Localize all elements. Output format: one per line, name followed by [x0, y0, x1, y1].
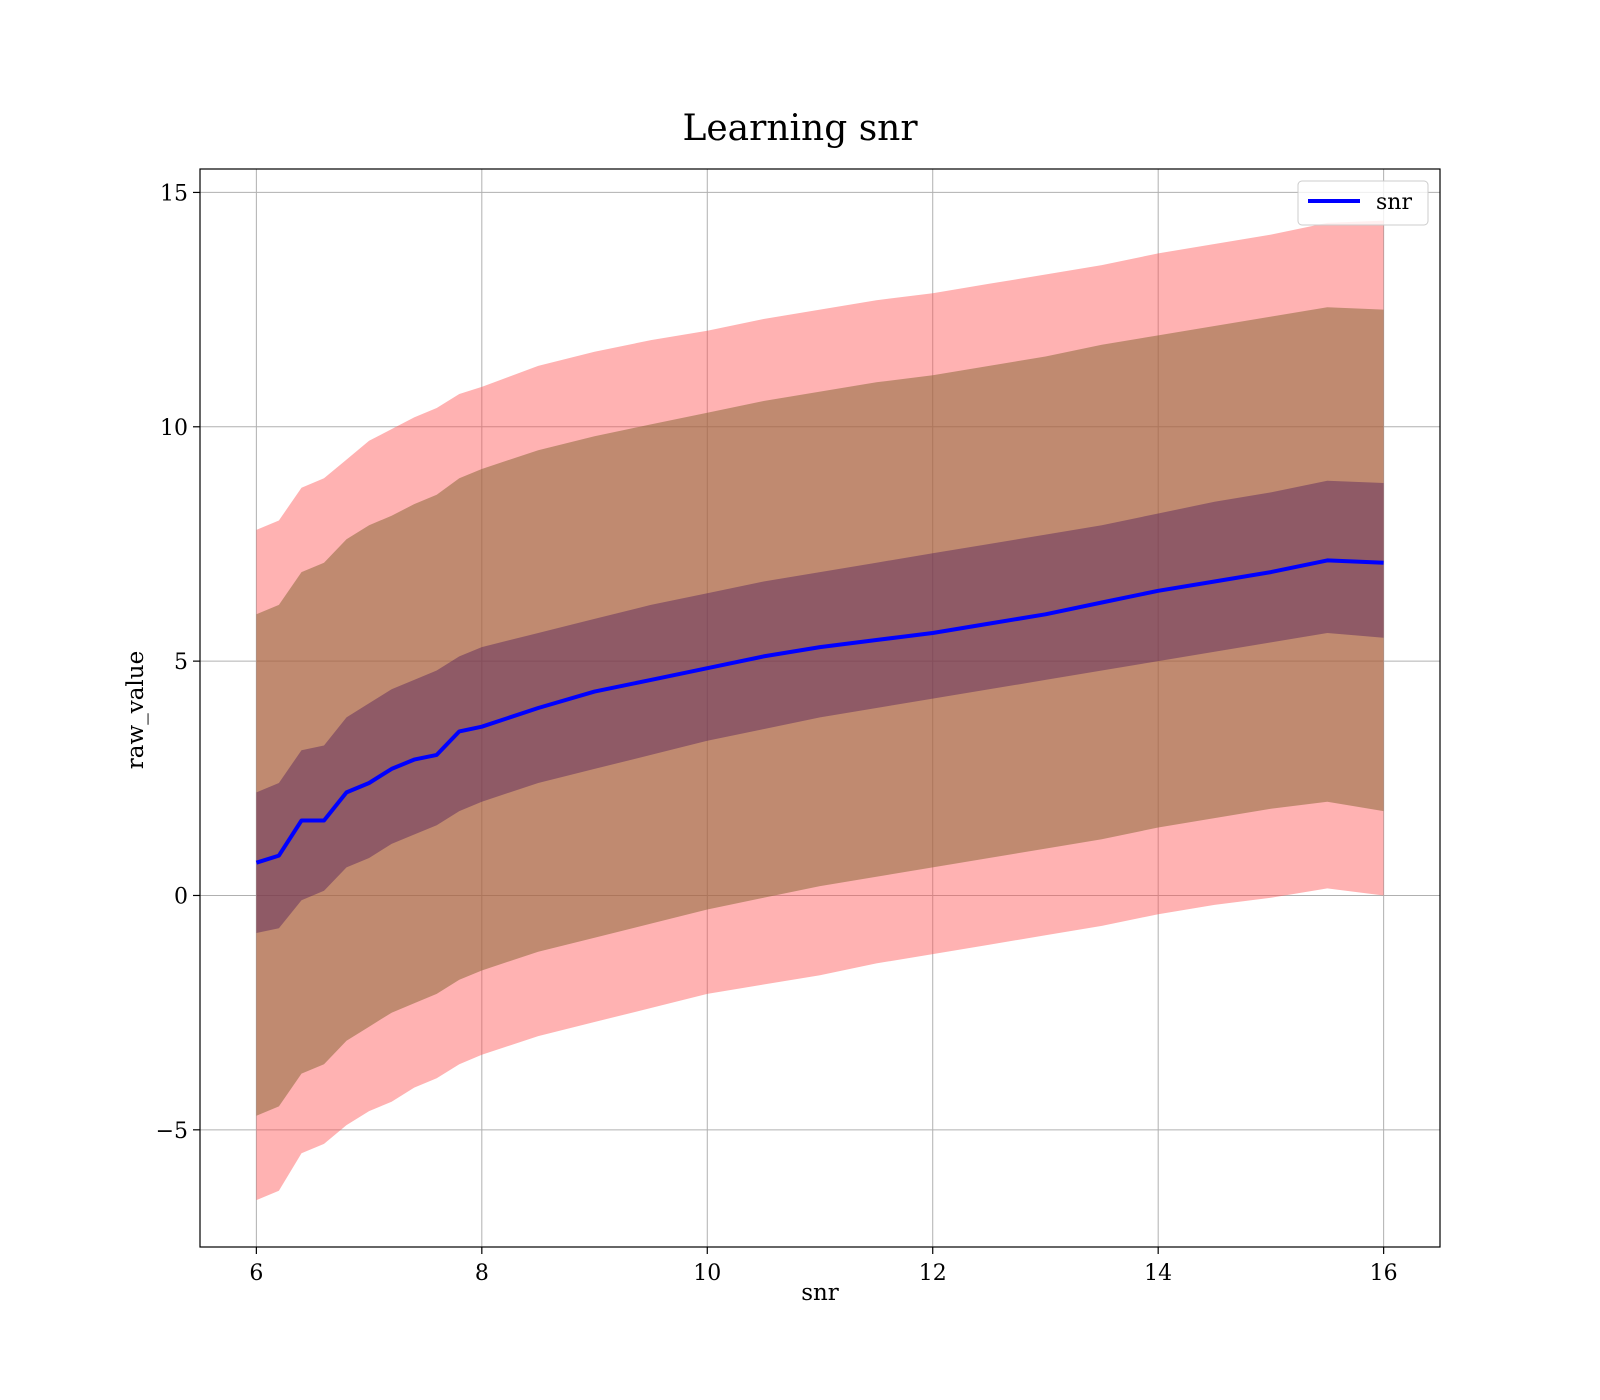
- y-tick-label: 5: [174, 650, 188, 675]
- band-middle: [256, 307, 1384, 1116]
- plot-frame: [199, 168, 1441, 1248]
- legend-box: [1297, 180, 1429, 226]
- x-axis-ticks: 6 8 10 12 14 16: [249, 1247, 1398, 1286]
- y-tick-label: −5: [156, 1119, 188, 1144]
- x-tick-label: 10: [693, 1261, 721, 1286]
- legend: snr: [1297, 180, 1429, 226]
- x-tick-label: 8: [475, 1261, 489, 1286]
- x-tick-label: 6: [249, 1261, 263, 1286]
- y-tick-label: 15: [160, 181, 188, 206]
- y-axis-ticks: −5 0 5 10 15: [156, 181, 200, 1144]
- y-tick-label: 0: [174, 884, 188, 909]
- chart-title: Learning snr: [682, 108, 918, 149]
- series-lines: [255, 558, 1384, 865]
- x-tick-label: 12: [919, 1261, 947, 1286]
- x-axis-label: snr: [801, 1280, 839, 1306]
- legend-label-snr: snr: [1376, 190, 1412, 215]
- y-axis-label: raw_value: [123, 651, 149, 769]
- series-line-snr: [255, 558, 1384, 865]
- x-tick-label: 14: [1144, 1261, 1172, 1286]
- x-tick-label: 16: [1370, 1261, 1398, 1286]
- band-inner: [256, 480, 1384, 933]
- confidence-bands: [256, 220, 1384, 1201]
- y-tick-label: 10: [160, 416, 188, 441]
